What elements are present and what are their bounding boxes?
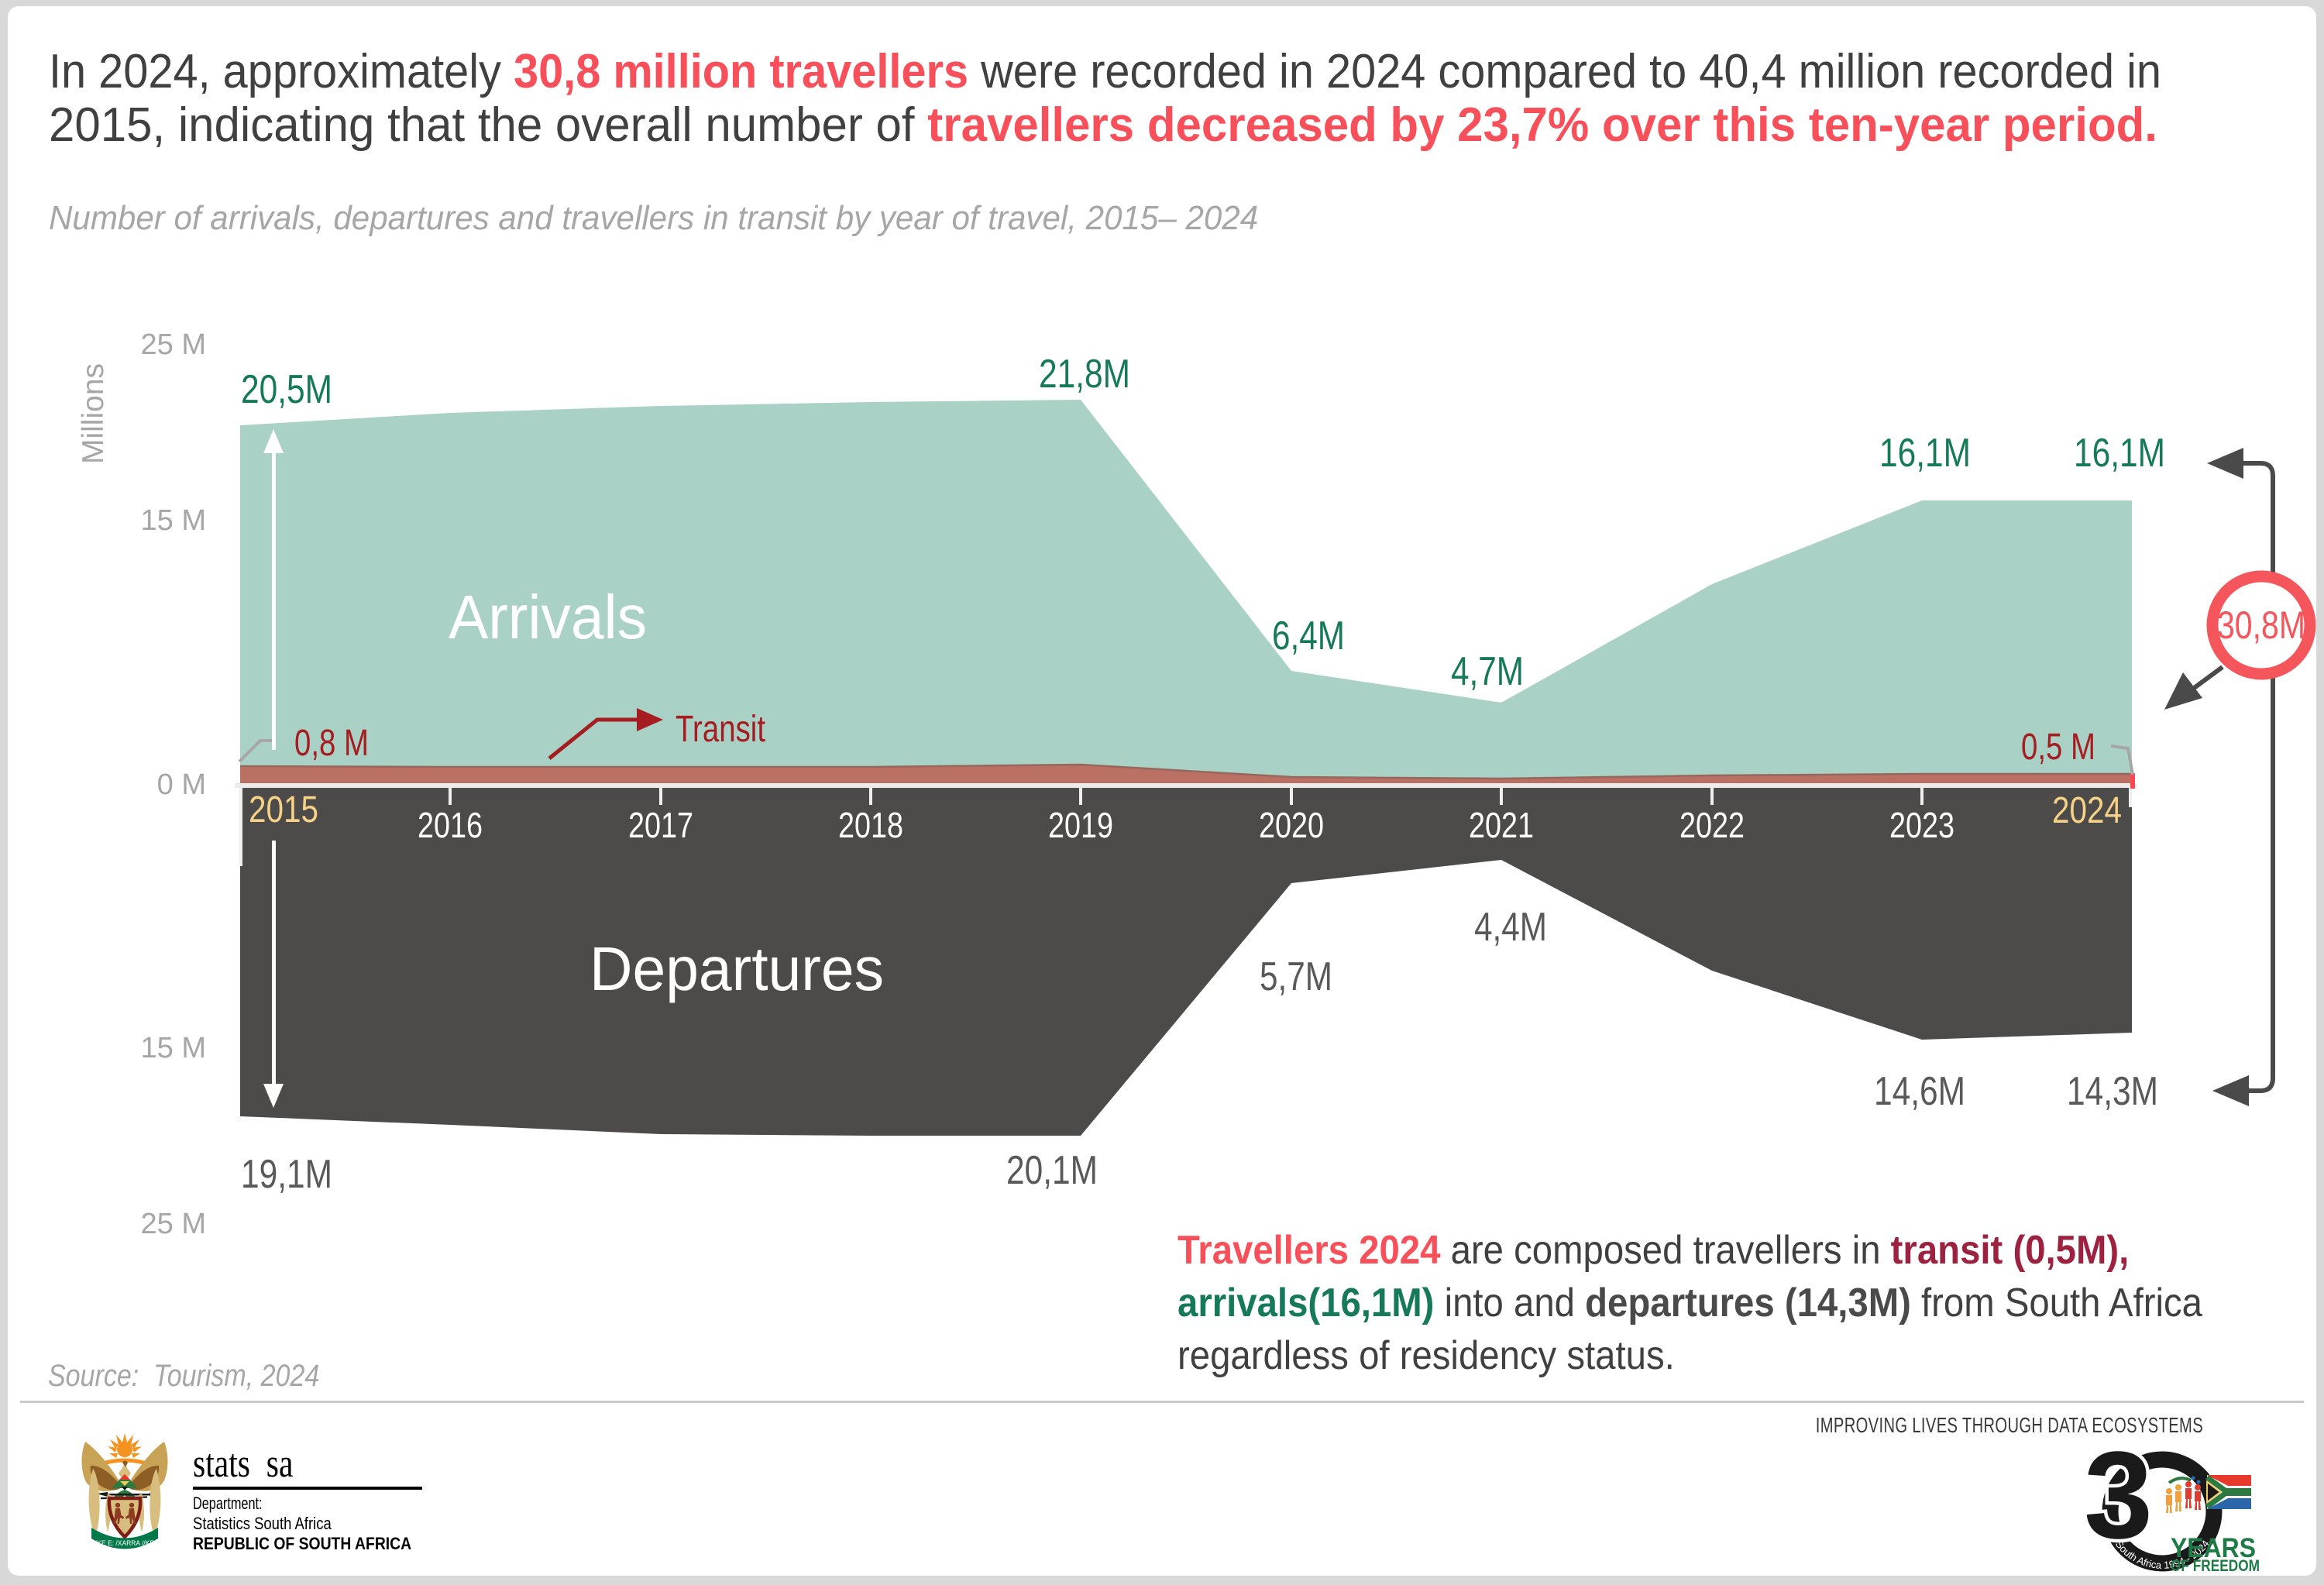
svg-text:2022: 2022 [1679, 805, 1745, 845]
svg-text:Departures: Departures [590, 934, 884, 1003]
svg-text:4,4M: 4,4M [1474, 905, 1547, 950]
svg-text:2019: 2019 [1048, 805, 1113, 845]
svg-text:Transit: Transit [676, 709, 765, 750]
svg-text:2023: 2023 [1889, 805, 1954, 845]
svg-text:2021: 2021 [1469, 805, 1534, 845]
svg-text:2024: 2024 [2052, 790, 2122, 831]
svg-text:15 M: 15 M [141, 1032, 206, 1064]
svg-text:5,7M: 5,7M [1260, 954, 1332, 999]
svg-text:Millions: Millions [77, 363, 110, 464]
svg-text:0 M: 0 M [157, 768, 206, 801]
svg-text:14,6M: 14,6M [1874, 1069, 1965, 1114]
svg-text:16,1M: 16,1M [1879, 431, 1971, 476]
svg-text:Arrivals: Arrivals [449, 583, 647, 652]
svg-text:0,5 M: 0,5 M [2021, 727, 2095, 768]
svg-text:6,4M: 6,4M [1272, 614, 1345, 658]
svg-text:4,7M: 4,7M [1451, 649, 1524, 694]
svg-text:2020: 2020 [1259, 805, 1324, 845]
svg-text:16,1M: 16,1M [2074, 431, 2165, 476]
svg-text:3: 3 [2084, 1425, 2153, 1564]
svg-text:2015: 2015 [249, 789, 318, 830]
svg-text:20,5M: 20,5M [241, 367, 332, 412]
svg-text:2017: 2017 [628, 805, 693, 845]
svg-text:2018: 2018 [838, 805, 903, 845]
svg-text:14,3M: 14,3M [2067, 1069, 2158, 1114]
svg-text:19,1M: 19,1M [241, 1152, 332, 1197]
svg-text:15 M: 15 M [141, 504, 206, 537]
svg-text:0,8 M: 0,8 M [294, 723, 369, 764]
svg-text:2016: 2016 [418, 805, 483, 845]
svg-text:OF FREEDOM: OF FREEDOM [2171, 1557, 2260, 1575]
svg-text:25 M: 25 M [141, 1208, 206, 1240]
svg-text:20,1M: 20,1M [1006, 1148, 1098, 1193]
svg-text:YEARS: YEARS [2171, 1533, 2256, 1563]
svg-text:21,8M: 21,8M [1039, 352, 1130, 397]
svg-text:25 M: 25 M [141, 328, 206, 361]
svg-text:30,8M: 30,8M [2217, 603, 2305, 647]
svg-text:IKE E: /XARRA //KE: IKE E: /XARRA //KE [95, 1539, 154, 1547]
